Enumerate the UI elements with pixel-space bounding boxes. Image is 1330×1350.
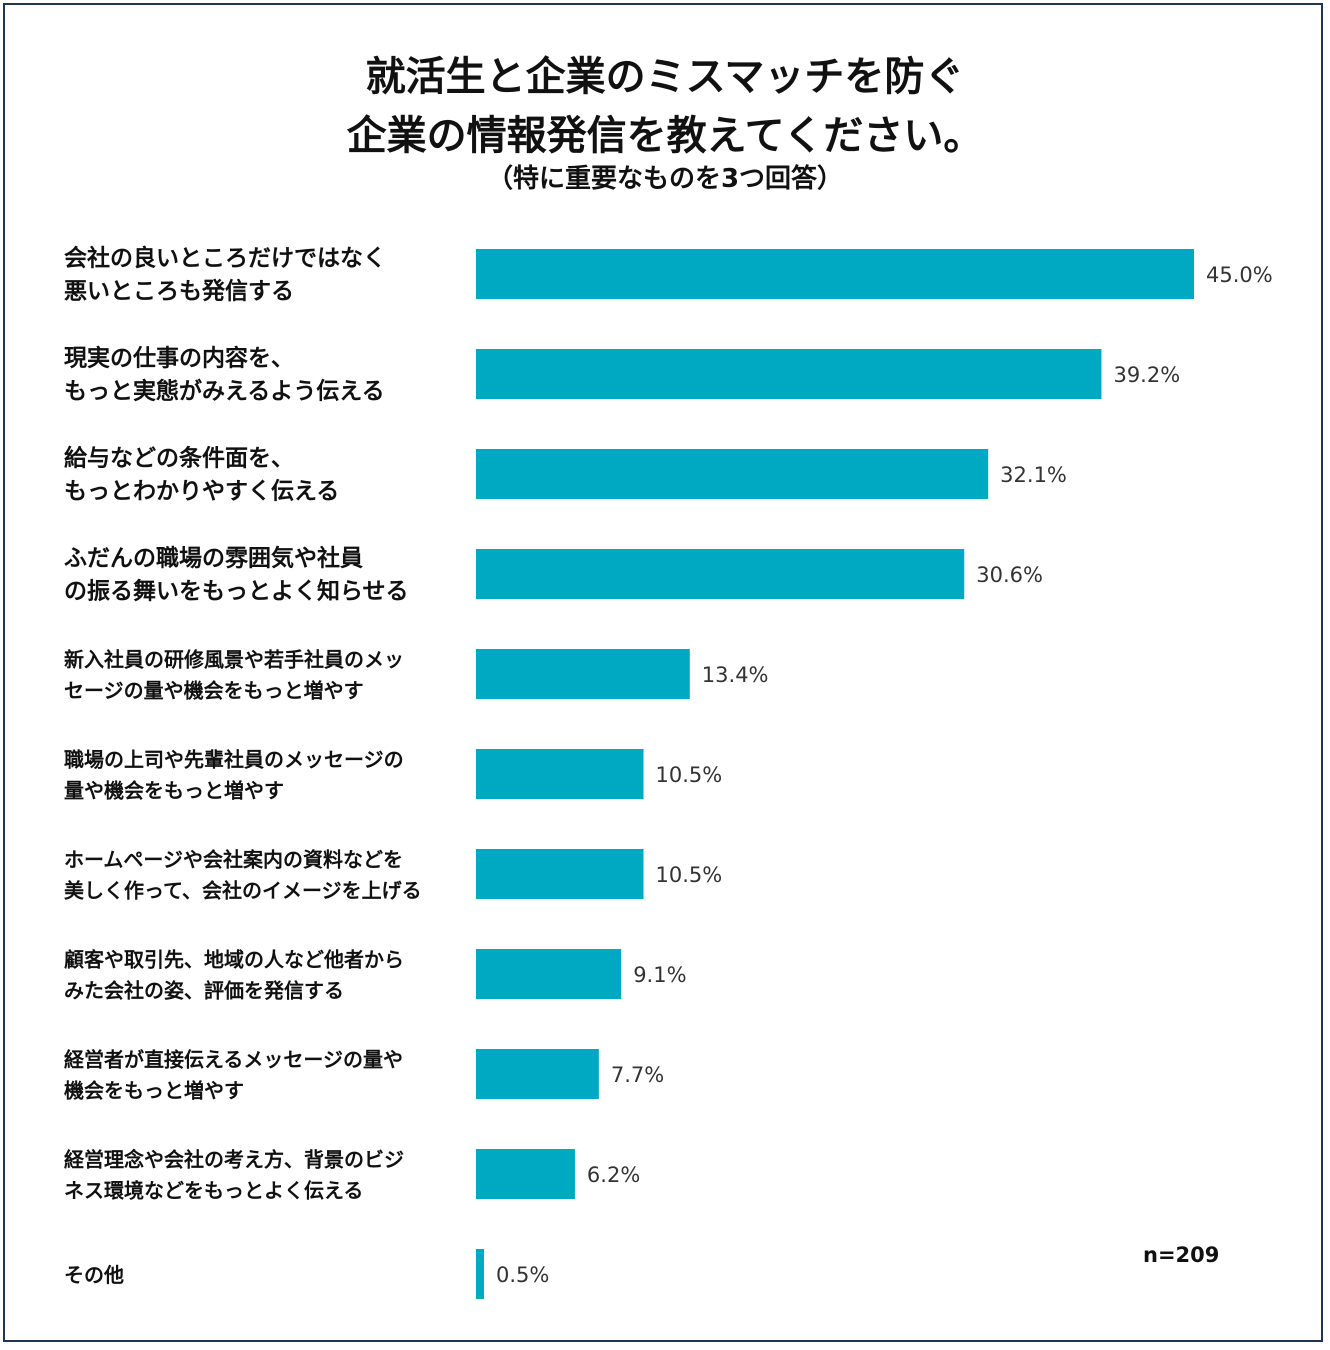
value-label-8: 7.7% xyxy=(611,1063,664,1087)
chart-title-line-2: 企業の情報発信を教えてください。 xyxy=(346,113,984,159)
bar-9 xyxy=(476,1149,575,1199)
chart-frame xyxy=(3,3,1323,1342)
value-label-6: 10.5% xyxy=(656,863,723,887)
category-label-0: 会社の良いところだけではなく悪いところも発信する xyxy=(64,245,386,305)
category-label-2: 給与などの条件面を、もっとわかりやすく伝える xyxy=(64,445,339,505)
value-label-9: 6.2% xyxy=(587,1163,640,1187)
chart-title-line-1: 就活生と企業のミスマッチを防ぐ xyxy=(365,54,965,100)
value-label-0: 45.0% xyxy=(1206,263,1273,287)
value-label-3: 30.6% xyxy=(976,563,1043,587)
bar-8 xyxy=(476,1049,599,1099)
bar-10 xyxy=(476,1249,484,1299)
category-label-3: ふだんの職場の雰囲気や社員の振る舞いをもっとよく知らせる xyxy=(64,545,409,605)
chart-subtitle: （特に重要なものを3つ回答） xyxy=(486,164,844,194)
value-label-10: 0.5% xyxy=(496,1263,549,1287)
value-label-1: 39.2% xyxy=(1113,363,1180,387)
category-label-9: 経営理念や会社の考え方、背景のビジネス環境などをもっとよく伝える xyxy=(64,1148,404,1203)
category-label-1: 現実の仕事の内容を、もっと実態がみえるよう伝える xyxy=(64,345,385,405)
category-label-6: ホームページや会社案内の資料などを美しく作って、会社のイメージを上げる xyxy=(64,848,422,903)
bar-7 xyxy=(476,949,622,999)
category-label-8: 経営者が直接伝えるメッセージの量や機会をもっと増やす xyxy=(64,1048,403,1103)
category-label-5: 職場の上司や先輩社員のメッセージの量や機会をもっと増やす xyxy=(64,748,404,803)
sample-size-note: n=209 xyxy=(1143,1243,1220,1267)
bar-1 xyxy=(476,349,1102,399)
bar-2 xyxy=(476,449,989,499)
bar-0 xyxy=(476,249,1194,299)
bar-4 xyxy=(476,649,690,699)
bar-5 xyxy=(476,749,644,799)
bar-3 xyxy=(476,549,965,599)
category-label-4: 新入社員の研修風景や若手社員のメッセージの量や機会をもっと増やす xyxy=(64,648,404,703)
category-label-7: 顧客や取引先、地域の人など他者からみた会社の姿、評価を発信する xyxy=(64,948,404,1003)
bar-6 xyxy=(476,849,644,899)
category-label-10: その他 xyxy=(64,1263,124,1287)
value-label-2: 32.1% xyxy=(1000,463,1067,487)
value-label-7: 9.1% xyxy=(633,963,686,987)
value-label-5: 10.5% xyxy=(656,763,723,787)
value-label-4: 13.4% xyxy=(702,663,769,687)
